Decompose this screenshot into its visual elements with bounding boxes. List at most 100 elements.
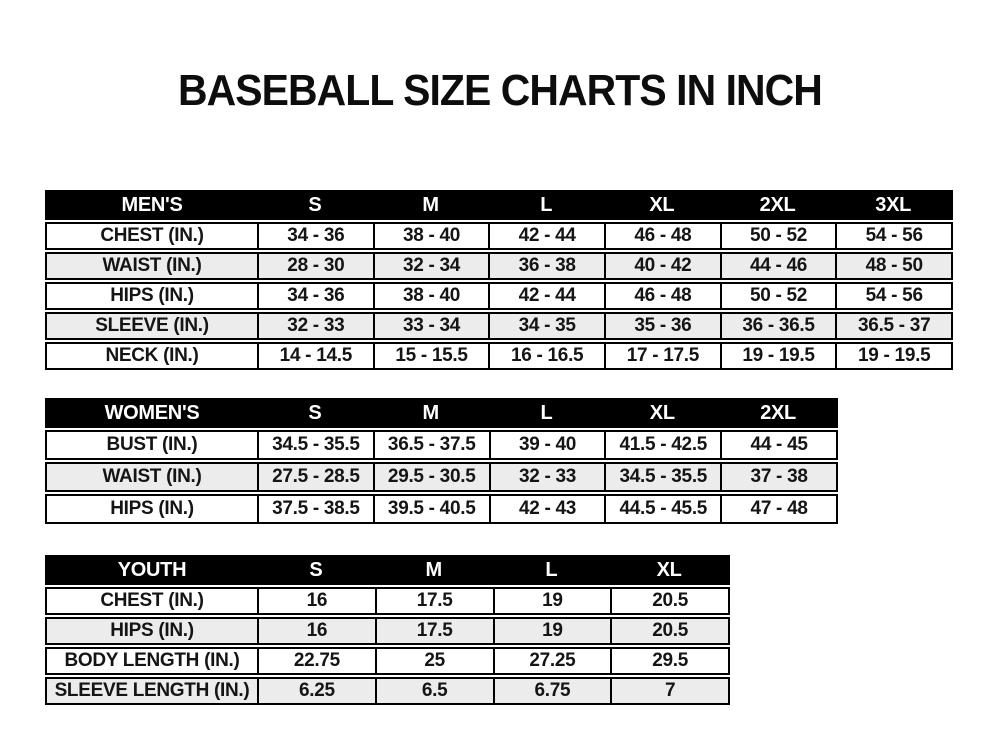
youth-row-label: CHEST (IN.) — [100, 590, 204, 611]
womens-group-header: WOMEN'S — [104, 401, 200, 424]
mens-size-value: 50 - 52 — [719, 284, 836, 308]
womens-size-header: S — [308, 401, 322, 424]
youth-size-header: S — [309, 558, 323, 581]
womens-size-header: M — [422, 401, 440, 424]
womens-size-value: 29.5 - 30.5 — [372, 464, 489, 490]
womens-header-row: WOMEN'S S M L XL 2XL — [45, 398, 838, 428]
womens-size-value: 36.5 - 37.5 — [372, 432, 489, 458]
mens-size-value: 35 - 36 — [604, 314, 720, 338]
youth-row-label: HIPS (IN.) — [110, 620, 194, 641]
mens-size-value: 48 - 50 — [835, 254, 951, 278]
mens-size-value: 36 - 38 — [488, 254, 604, 278]
mens-size-value: 46 - 48 — [604, 284, 720, 308]
mens-size-value: 36.5 - 37 — [835, 314, 951, 338]
womens-size-header: XL — [649, 401, 675, 424]
youth-measurement-row: CHEST (IN.) 16 17.5 19 20.5 — [45, 587, 730, 615]
womens-size-header: L — [540, 401, 553, 424]
womens-size-value: 37.5 - 38.5 — [257, 496, 373, 522]
youth-measurement-row: SLEEVE LENGTH (IN.) 6.25 6.5 6.75 7 — [45, 677, 730, 705]
youth-size-value: 19 — [492, 619, 611, 643]
mens-header-row: MEN'S S M L XL 2XL 3XL — [45, 190, 953, 220]
youth-size-value: 20.5 — [610, 619, 728, 643]
mens-size-header: M — [422, 193, 439, 216]
mens-size-value: 44 - 46 — [719, 254, 836, 278]
youth-size-value: 22.75 — [257, 649, 375, 673]
mens-size-value: 54 - 56 — [835, 284, 951, 308]
womens-size-value: 34.5 - 35.5 — [604, 464, 720, 490]
womens-row-label: HIPS (IN.) — [110, 498, 194, 519]
mens-row-label: NECK (IN.) — [105, 345, 199, 366]
youth-size-value: 25 — [374, 649, 493, 673]
mens-size-value: 38 - 40 — [372, 284, 489, 308]
youth-size-value: 6.25 — [257, 679, 375, 703]
youth-size-value: 19 — [492, 589, 611, 613]
mens-size-header: XL — [649, 193, 675, 216]
mens-group-header: MEN'S — [121, 193, 183, 216]
mens-size-value: 46 - 48 — [604, 224, 720, 248]
mens-size-header: 2XL — [759, 193, 796, 216]
mens-measurement-row: CHEST (IN.) 34 - 36 38 - 40 42 - 44 46 - 48 5… — [45, 222, 953, 250]
mens-size-value: 54 - 56 — [835, 224, 951, 248]
womens-size-header: 2XL — [760, 401, 796, 424]
youth-row-label: BODY LENGTH (IN.) — [64, 650, 240, 671]
mens-size-value: 36 - 36.5 — [719, 314, 836, 338]
youth-size-value: 16 — [257, 589, 375, 613]
womens-size-value: 32 - 33 — [488, 464, 605, 490]
mens-size-value: 42 - 44 — [488, 284, 604, 308]
womens-size-value: 41.5 - 42.5 — [604, 432, 720, 458]
mens-measurement-row: WAIST (IN.) 28 - 30 32 - 34 36 - 38 40 - 42 4… — [45, 252, 953, 280]
womens-size-table: WOMEN'S S M L XL 2XL BUST (IN.) 34.5 - 35.5 36.5… — [45, 398, 838, 526]
mens-size-value: 28 - 30 — [257, 254, 373, 278]
mens-size-header: L — [540, 193, 553, 216]
mens-size-value: 14 - 14.5 — [257, 344, 373, 368]
mens-size-value: 34 - 35 — [488, 314, 604, 338]
womens-size-value: 47 - 48 — [720, 496, 836, 522]
womens-measurement-row: HIPS (IN.) 37.5 - 38.5 39.5 - 40.5 42 - 43 4… — [45, 494, 838, 524]
mens-size-value: 38 - 40 — [372, 224, 489, 248]
mens-size-value: 15 - 15.5 — [372, 344, 489, 368]
mens-size-header: 3XL — [875, 193, 912, 216]
youth-size-header: L — [545, 558, 558, 581]
youth-size-value: 7 — [610, 679, 728, 703]
womens-size-value: 39 - 40 — [488, 432, 605, 458]
youth-size-value: 17.5 — [374, 589, 493, 613]
mens-size-value: 34 - 36 — [257, 224, 373, 248]
mens-size-header: S — [308, 193, 322, 216]
womens-size-value: 37 - 38 — [720, 464, 836, 490]
youth-size-header: M — [425, 558, 442, 581]
womens-measurement-row: WAIST (IN.) 27.5 - 28.5 29.5 - 30.5 32 - 33… — [45, 462, 838, 492]
mens-size-table: MEN'S S M L XL 2XL 3XL CHEST (IN.) 34 - 36 38 - 4… — [45, 190, 953, 372]
mens-row-label: WAIST (IN.) — [102, 255, 202, 276]
youth-size-table: YOUTH S M L XL CHEST (IN.) 16 17.5 19 20.5 HIPS (I… — [45, 555, 730, 707]
youth-row-label: SLEEVE LENGTH (IN.) — [54, 680, 250, 701]
mens-row-label: SLEEVE (IN.) — [95, 315, 209, 336]
mens-size-value: 34 - 36 — [257, 284, 373, 308]
mens-row-label: CHEST (IN.) — [100, 225, 204, 246]
womens-size-value: 27.5 - 28.5 — [257, 464, 373, 490]
mens-row-label: HIPS (IN.) — [110, 285, 194, 306]
youth-size-value: 16 — [257, 619, 375, 643]
womens-size-value: 39.5 - 40.5 — [372, 496, 489, 522]
mens-size-value: 17 - 17.5 — [604, 344, 720, 368]
youth-header-row: YOUTH S M L XL — [45, 555, 730, 585]
mens-size-value: 42 - 44 — [488, 224, 604, 248]
youth-measurement-row: HIPS (IN.) 16 17.5 19 20.5 — [45, 617, 730, 645]
youth-size-value: 6.5 — [374, 679, 493, 703]
youth-size-value: 29.5 — [610, 649, 728, 673]
youth-size-value: 6.75 — [492, 679, 611, 703]
youth-measurement-row: BODY LENGTH (IN.) 22.75 25 27.25 29.5 — [45, 647, 730, 675]
youth-size-header: XL — [656, 558, 682, 581]
youth-size-value: 20.5 — [610, 589, 728, 613]
page-title: BASEBALL SIZE CHARTS IN INCH — [178, 66, 823, 115]
womens-size-value: 34.5 - 35.5 — [257, 432, 373, 458]
mens-size-value: 32 - 34 — [372, 254, 489, 278]
youth-group-header: YOUTH — [117, 558, 187, 581]
womens-measurement-row: BUST (IN.) 34.5 - 35.5 36.5 - 37.5 39 - 40 4… — [45, 430, 838, 460]
mens-size-value: 50 - 52 — [719, 224, 836, 248]
mens-size-value: 32 - 33 — [257, 314, 373, 338]
mens-size-value: 33 - 34 — [372, 314, 489, 338]
womens-size-value: 44.5 - 45.5 — [604, 496, 720, 522]
womens-size-value: 42 - 43 — [488, 496, 605, 522]
mens-size-value: 19 - 19.5 — [719, 344, 836, 368]
mens-measurement-row: SLEEVE (IN.) 32 - 33 33 - 34 34 - 35 35 - 36… — [45, 312, 953, 340]
